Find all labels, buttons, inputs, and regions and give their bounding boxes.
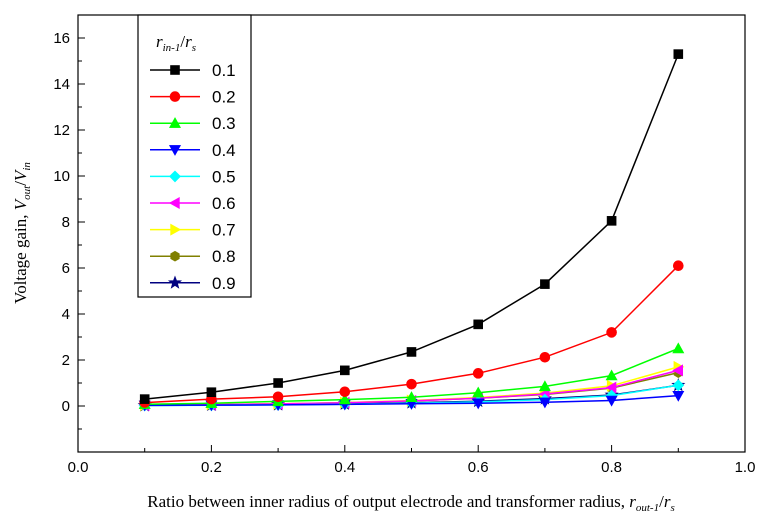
data-point [539, 351, 551, 363]
y-axis-title: Voltage gain, Vout/Vin [11, 162, 33, 304]
x-axis-title-r: r [629, 492, 636, 511]
data-point [273, 378, 283, 388]
data-point [272, 391, 284, 403]
legend-marker [170, 65, 180, 75]
x-axis-title-main: Ratio between inner radius of output ele… [147, 492, 629, 511]
legend: rin-1/rs 0.10.20.30.40.50.60.70.80.9 [137, 14, 252, 298]
x-tick-label: 1.0 [735, 459, 756, 476]
data-point [672, 390, 685, 402]
y-axis-title-sub: out [21, 185, 33, 200]
data-point [139, 394, 150, 404]
x-axis-title-sub: out-1 [636, 502, 659, 514]
legend-label: 0.9 [212, 274, 236, 293]
legend-label: 0.2 [212, 88, 236, 107]
x-axis-title-slash: / [659, 492, 664, 511]
legend-items: 0.1 0.2 0.3 0.4 0.5 0.6 0.7 0.8 0.9 [150, 61, 236, 293]
data-point [339, 386, 351, 398]
y-tick-label: 10 [53, 168, 70, 185]
data-point [605, 369, 618, 381]
legend-item: 0.7 [150, 221, 236, 240]
data-point [672, 260, 684, 272]
data-point [339, 365, 350, 376]
data-point [405, 391, 418, 403]
y-axis-title-v2: V [11, 168, 30, 181]
y-axis-title-sub2: in [21, 162, 33, 171]
data-point [338, 393, 351, 405]
legend-item: 0.9 [150, 274, 236, 293]
legend-marker [168, 117, 182, 128]
y-axis-ticks: 0 2 4 6 8 10 12 14 16 [53, 30, 85, 430]
data-point [673, 49, 684, 59]
x-axis-ticks: 0.0 0.2 0.4 0.6 0.8 1.0 [68, 445, 756, 476]
data-point [672, 379, 685, 392]
y-axis-title-slash: / [11, 181, 30, 186]
legend-title-r: r [156, 32, 163, 51]
x-tick-label: 0.4 [334, 459, 355, 476]
y-tick-label: 4 [62, 306, 70, 323]
legend-item: 0.2 [150, 88, 236, 107]
series-layer [137, 49, 686, 412]
legend-title-sub2: s [192, 42, 196, 54]
x-tick-label: 0.8 [601, 459, 622, 476]
x-axis-title: Ratio between inner radius of output ele… [147, 492, 674, 514]
x-tick-label: 0.0 [68, 459, 89, 476]
series-0.1 [139, 49, 684, 404]
x-tick-label: 0.6 [468, 459, 489, 476]
legend-marker [169, 170, 181, 183]
legend-marker [168, 145, 182, 156]
legend-item: 0.4 [150, 141, 236, 160]
legend-label: 0.6 [212, 194, 236, 213]
data-point [472, 368, 484, 379]
legend-label: 0.4 [212, 141, 236, 160]
y-tick-label: 2 [62, 352, 70, 369]
legend-item: 0.1 [150, 61, 236, 80]
legend-marker [170, 223, 182, 236]
data-point [472, 386, 485, 398]
legend-item: 0.5 [150, 167, 236, 186]
y-tick-label: 16 [53, 30, 70, 47]
y-tick-label: 6 [62, 260, 70, 277]
legend-title-sub: in-1 [163, 42, 181, 54]
data-point [672, 342, 685, 354]
legend-title-r2: r [185, 32, 192, 51]
legend-item: 0.3 [150, 114, 236, 133]
legend-label: 0.5 [212, 167, 236, 186]
legend-label: 0.7 [212, 221, 236, 240]
y-tick-label: 8 [62, 214, 70, 231]
y-axis-title-main: Voltage gain, [11, 210, 30, 304]
y-tick-label: 14 [53, 76, 70, 93]
data-point [605, 395, 618, 407]
legend-marker [169, 91, 181, 102]
data-point [606, 327, 617, 338]
data-point [606, 216, 617, 226]
legend-box [137, 14, 252, 298]
data-point [206, 387, 217, 398]
y-tick-label: 0 [62, 398, 70, 415]
data-point [538, 380, 551, 392]
data-point [672, 364, 684, 377]
legend-marker [170, 250, 180, 262]
data-point [472, 398, 485, 410]
legend-title: rin-1/rs [156, 32, 196, 54]
x-axis-title-r2: r [664, 492, 671, 511]
legend-label: 0.8 [212, 247, 236, 266]
x-axis-title-sub2: s [670, 502, 674, 514]
legend-title-slash: / [180, 32, 185, 51]
legend-item: 0.8 [150, 247, 236, 266]
data-point [540, 279, 550, 289]
legend-label: 0.3 [212, 114, 236, 133]
y-axis-title-v: V [11, 197, 30, 210]
x-tick-label: 0.2 [201, 459, 222, 476]
data-point [406, 347, 417, 357]
data-point [406, 378, 417, 390]
legend-marker [167, 275, 183, 289]
legend-label: 0.1 [212, 61, 236, 80]
data-point [538, 397, 551, 409]
legend-marker [168, 196, 180, 210]
y-tick-label: 12 [53, 122, 70, 139]
data-point [473, 319, 484, 330]
legend-item: 0.6 [150, 194, 236, 213]
